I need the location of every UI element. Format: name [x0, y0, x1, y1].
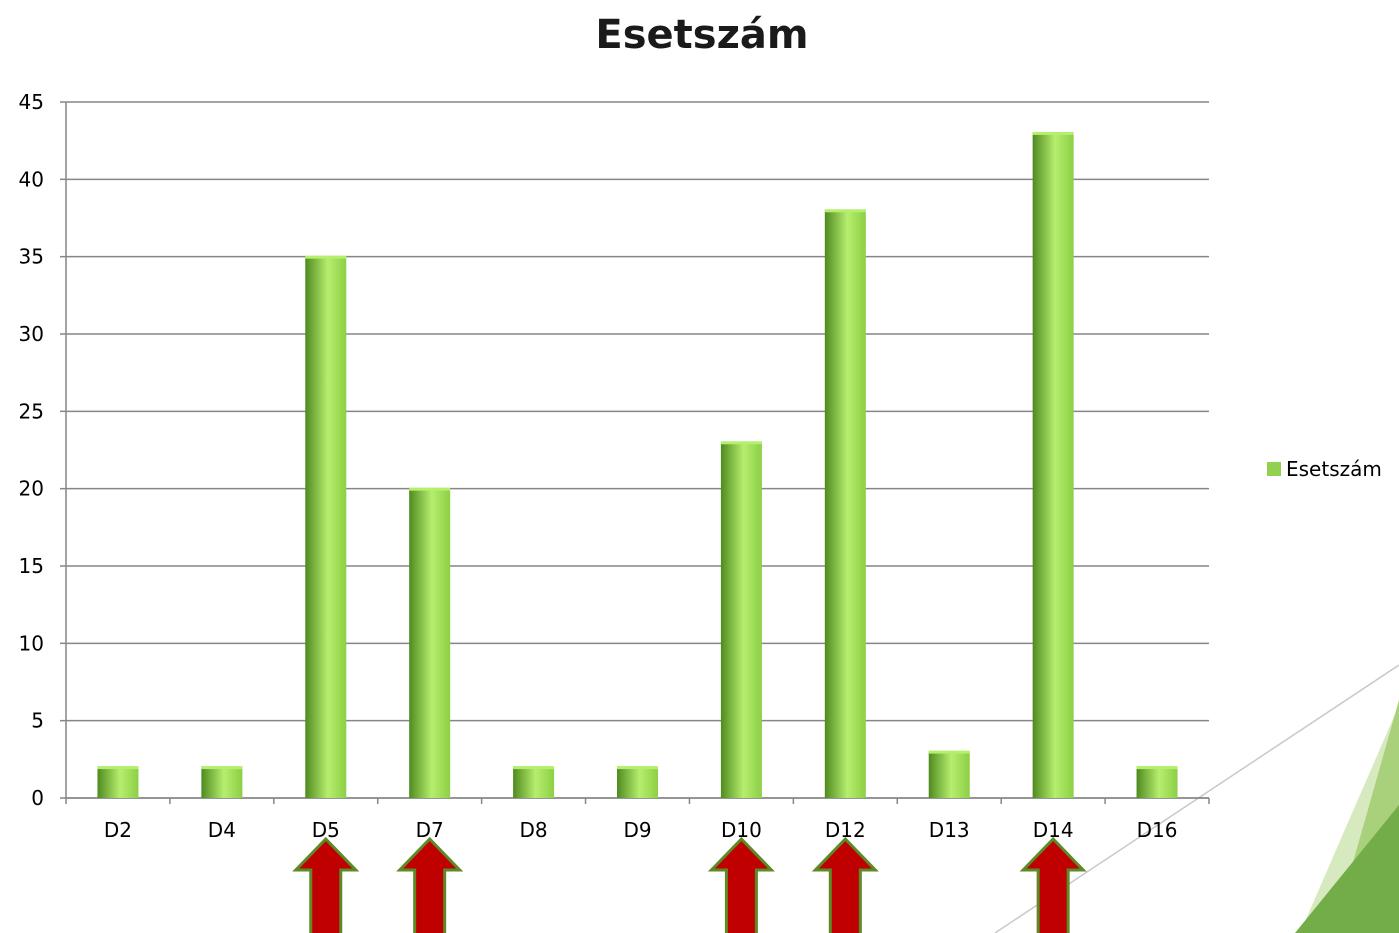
bar-top	[824, 209, 866, 213]
y-tick-label: 25	[19, 399, 44, 423]
bar-top	[1136, 766, 1178, 770]
legend: Esetszám	[1267, 457, 1382, 481]
up-arrow-icon	[707, 836, 775, 933]
arrow-markers	[292, 836, 1087, 933]
x-tick-label: D13	[929, 818, 970, 842]
x-tick-label: D4	[208, 818, 236, 842]
bar-top	[97, 766, 139, 770]
bar-top	[513, 766, 555, 770]
up-arrow-icon	[811, 836, 879, 933]
bar-top	[1032, 131, 1074, 135]
y-tick-label: 30	[19, 322, 44, 346]
bar-top	[305, 255, 347, 259]
legend-label: Esetszám	[1286, 457, 1382, 481]
x-tick-label: D2	[104, 818, 132, 842]
corner-decoration	[994, 664, 1399, 933]
bar	[928, 751, 970, 798]
bar	[97, 767, 139, 798]
y-tick-label: 45	[19, 90, 44, 114]
x-tick-label: D9	[623, 818, 651, 842]
up-arrow-icon	[396, 836, 464, 933]
y-axis: 0 5 10 15 20 25 30 35 40 45	[19, 90, 67, 810]
y-tick-label: 15	[19, 554, 44, 578]
bar	[617, 767, 658, 798]
bar	[720, 442, 762, 798]
y-tick-label: 40	[19, 167, 44, 191]
bar-top	[409, 487, 451, 491]
y-tick-label: 10	[19, 631, 44, 655]
decor-shape-dark	[1295, 805, 1399, 933]
up-arrow-icon	[292, 836, 360, 933]
y-tick-label: 35	[19, 245, 44, 269]
bar	[513, 767, 555, 798]
y-tick-label: 0	[31, 786, 44, 810]
bar	[824, 210, 866, 798]
bar-series	[97, 131, 1178, 799]
bar-top	[201, 766, 243, 770]
x-tick-label: D8	[520, 818, 548, 842]
bar	[1136, 767, 1178, 798]
bar	[409, 488, 451, 798]
y-tick-label: 20	[19, 477, 44, 501]
up-arrow-icon	[1019, 836, 1087, 933]
bar	[305, 256, 347, 799]
x-tick-label: D16	[1137, 818, 1178, 842]
bar	[1032, 132, 1074, 798]
bar-top	[720, 441, 762, 445]
bar-top	[617, 766, 658, 770]
chart-title: Esetszám	[595, 12, 808, 58]
bar	[201, 767, 243, 798]
legend-swatch	[1267, 462, 1281, 476]
y-tick-label: 5	[31, 709, 44, 733]
bar-top	[928, 750, 970, 754]
x-axis: D2 D4 D5 D7 D8 D9 D10 D12 D13 D14 D16	[65, 797, 1210, 842]
